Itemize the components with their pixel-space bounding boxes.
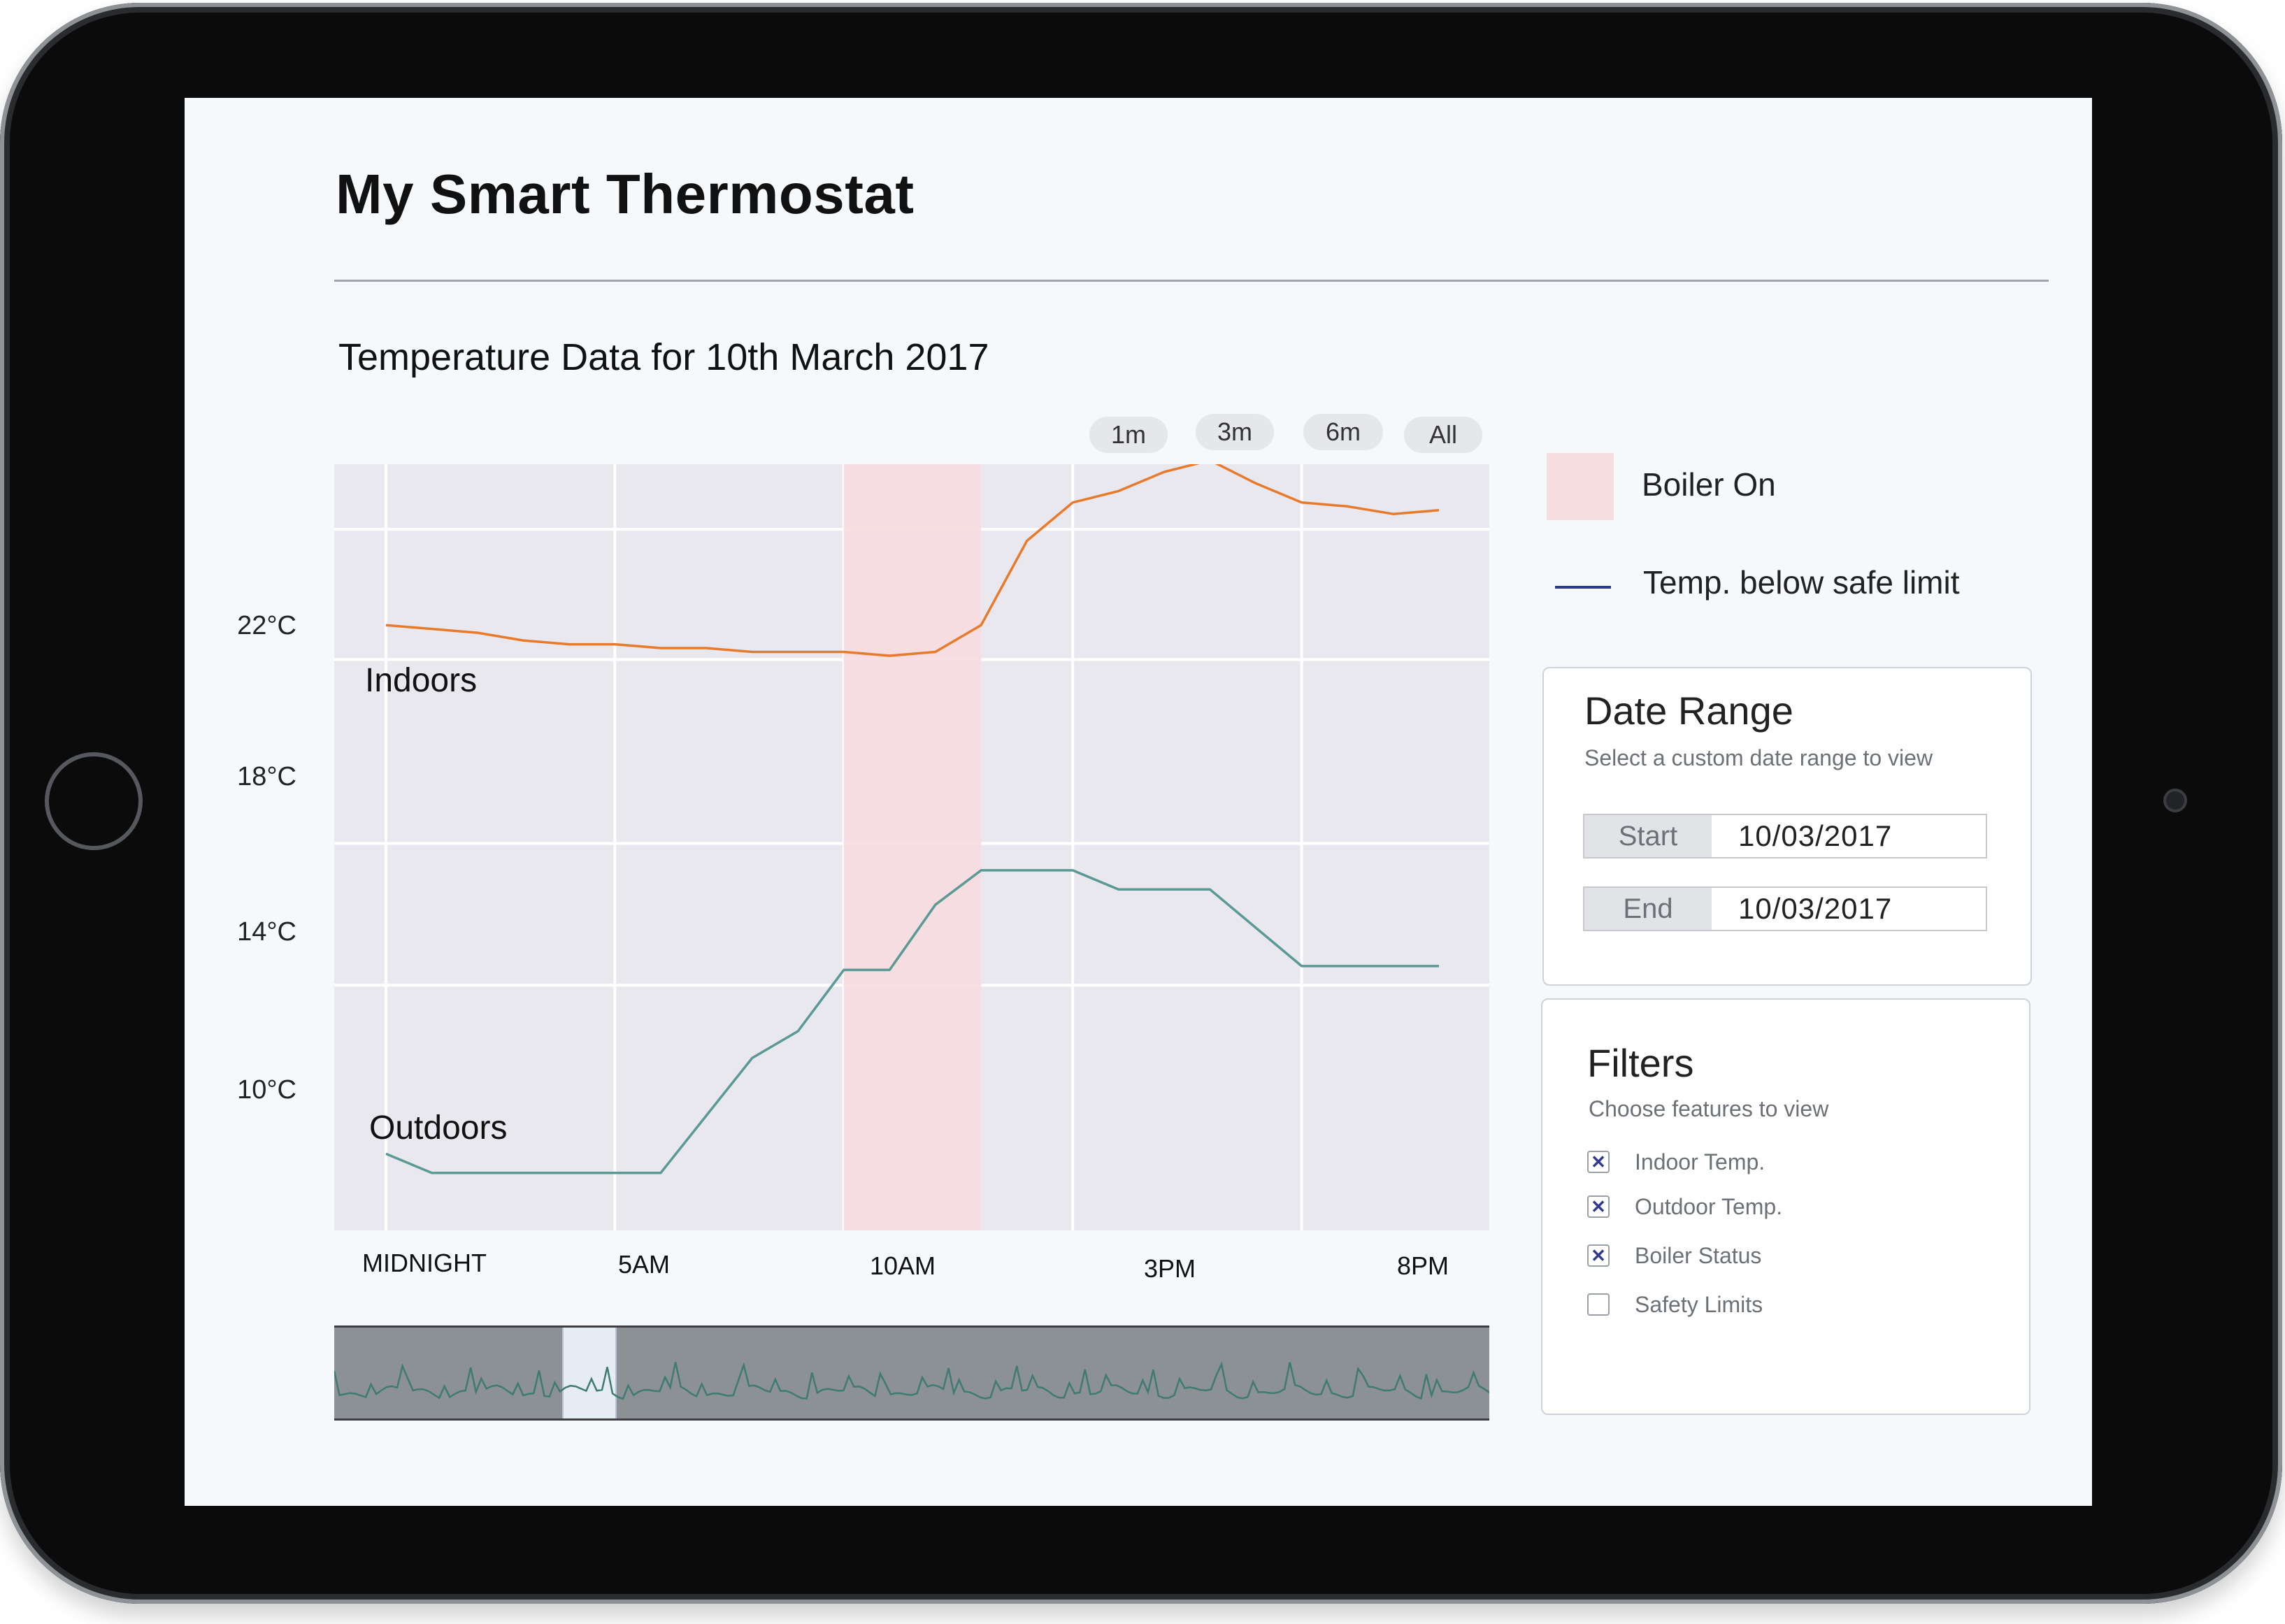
camera-icon	[2163, 789, 2187, 812]
series-line-outdoors	[385, 869, 1439, 1174]
start-date-value[interactable]: 10/03/2017	[1738, 819, 1893, 852]
filter-label: Outdoor Temp.	[1635, 1194, 1783, 1219]
indoor-temp-checkbox[interactable]: ✕	[1587, 1151, 1610, 1173]
series-label-indoors: Indoors	[365, 662, 478, 699]
page-title: My Smart Thermostat	[336, 163, 915, 225]
legend-safe-limit: Temp. below safe limit	[1643, 564, 1960, 601]
tablet-frame: My Smart Thermostat Temperature Data for…	[0, 3, 2282, 1604]
range-button-1m[interactable]: 1m	[1089, 417, 1168, 453]
series-label-outdoors: Outdoors	[369, 1109, 508, 1147]
x-tick-label: 8PM	[1397, 1251, 1449, 1280]
safety-limits-checkbox[interactable]	[1587, 1293, 1610, 1316]
outdoor-temp-checkbox[interactable]: ✕	[1587, 1195, 1610, 1218]
x-tick-label: MIDNIGHT	[362, 1249, 487, 1277]
home-button[interactable]	[45, 752, 143, 850]
range-button-all[interactable]: All	[1404, 417, 1482, 453]
y-tick-label: 22°C	[237, 611, 296, 640]
legend-boiler-on: Boiler On	[1642, 466, 1776, 503]
y-tick-label: 18°C	[237, 762, 296, 791]
filters-title: Filters	[1587, 1041, 1694, 1085]
x-tick-label: 10AM	[870, 1251, 936, 1280]
boiler-on-band	[843, 464, 982, 1230]
date-range-subtitle: Select a custom date range to view	[1584, 745, 1933, 770]
range-button-3m[interactable]: 3m	[1196, 414, 1274, 450]
filter-safety-limits[interactable]: Safety Limits	[1587, 1292, 1937, 1320]
start-date-field[interactable]: Start 10/03/2017	[1583, 814, 1987, 858]
navigator-overview-line	[334, 1361, 1489, 1400]
safe-limit-line-icon	[1555, 586, 1611, 589]
app-screen: My Smart Thermostat Temperature Data for…	[185, 98, 2092, 1506]
boiler-status-checkbox[interactable]: ✕	[1587, 1244, 1610, 1267]
end-date-value[interactable]: 10/03/2017	[1738, 892, 1893, 925]
end-date-field[interactable]: End 10/03/2017	[1583, 886, 1987, 931]
end-date-label: End	[1584, 888, 1712, 930]
x-tick-label: 3PM	[1144, 1254, 1196, 1283]
start-date-label: Start	[1584, 815, 1712, 857]
x-tick-label: 5AM	[618, 1250, 671, 1279]
series-line-indoors	[385, 464, 1440, 657]
date-range-title: Date Range	[1584, 689, 1793, 733]
filter-label: Indoor Temp.	[1635, 1149, 1765, 1174]
chart-subtitle: Temperature Data for 10th March 2017	[338, 336, 989, 378]
filter-boiler-status[interactable]: ✕ Boiler Status	[1587, 1243, 1937, 1271]
boiler-on-swatch	[1547, 453, 1614, 520]
range-navigator[interactable]	[334, 1325, 1489, 1421]
filters-panel: Filters Choose features to view ✕ Indoor…	[1541, 998, 2030, 1415]
filters-subtitle: Choose features to view	[1589, 1096, 1829, 1121]
filter-label: Boiler Status	[1635, 1243, 1762, 1268]
date-range-panel: Date Range Select a custom date range to…	[1542, 667, 2032, 986]
filter-indoor-temp[interactable]: ✕ Indoor Temp.	[1587, 1149, 1937, 1177]
filter-outdoor-temp[interactable]: ✕ Outdoor Temp.	[1587, 1194, 1937, 1222]
temperature-chart[interactable]: Indoors Outdoors	[334, 464, 1489, 1230]
y-tick-label: 10°C	[237, 1075, 296, 1105]
title-divider	[334, 280, 2049, 282]
chart-svg	[334, 464, 1489, 1230]
navigator-sparkline	[334, 1361, 1489, 1400]
range-button-6m[interactable]: 6m	[1303, 414, 1383, 450]
y-tick-label: 14°C	[237, 917, 296, 947]
filter-label: Safety Limits	[1635, 1292, 1763, 1317]
